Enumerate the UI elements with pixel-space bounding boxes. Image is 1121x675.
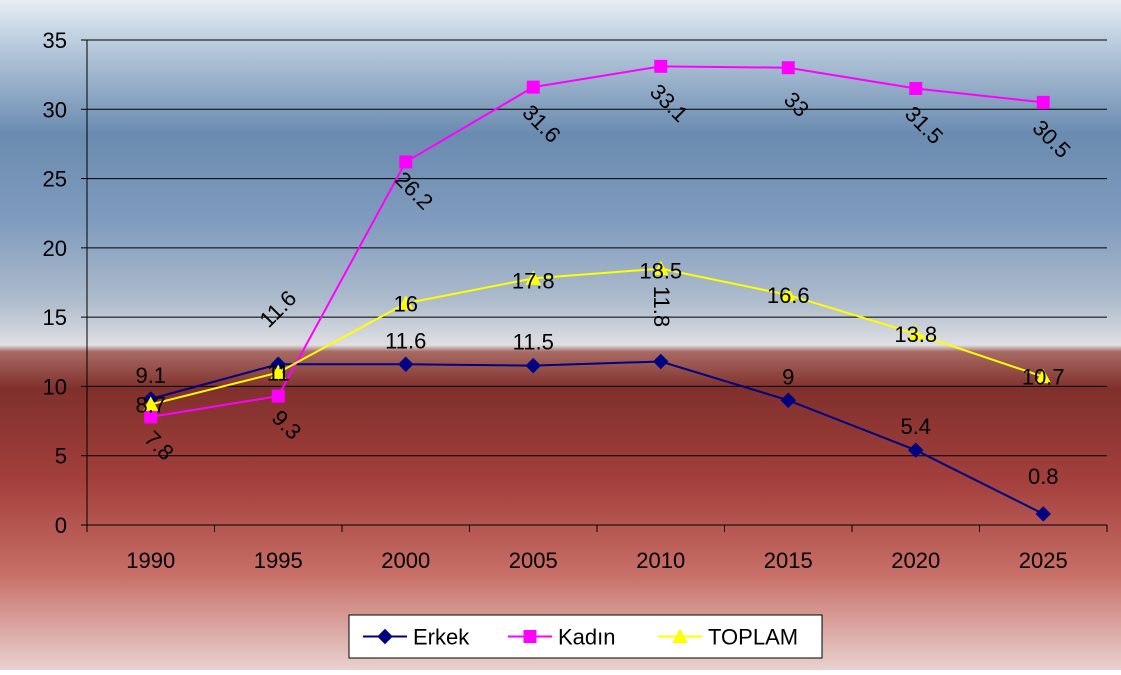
marker-triangle (672, 628, 688, 643)
marker-triangle (142, 396, 159, 411)
data-label-toplam: 10.7 (1022, 365, 1065, 390)
marker-diamond (1035, 506, 1051, 522)
marker-triangle (907, 325, 924, 341)
legend-box (348, 614, 823, 659)
series-line-erkek (150, 360, 1044, 515)
marker-square (399, 155, 413, 169)
data-label-erkek: 11.8 (649, 286, 674, 327)
data-label-erkek: 11.5 (513, 330, 554, 355)
marker-square (781, 61, 795, 75)
data-label-toplam: 16 (394, 291, 418, 316)
marker-diamond (525, 357, 541, 374)
data-label-erkek: 9 (782, 364, 794, 389)
marker-triangle (397, 295, 414, 310)
marker-square (526, 80, 540, 94)
x-tick-label: 2020 (891, 548, 940, 573)
x-tick-label: 1990 (126, 548, 175, 573)
marker-diamond (908, 442, 924, 458)
y-tick-label: 10 (43, 374, 67, 399)
marker-triangle (780, 286, 797, 302)
marker-triangle (652, 260, 669, 276)
marker-diamond (398, 356, 414, 372)
legend-label: Erkek (413, 625, 470, 650)
marker-square (1036, 95, 1050, 109)
gridlines (87, 39, 1107, 457)
marker-diamond (653, 353, 669, 370)
data-label-toplam: 17.8 (512, 268, 555, 293)
y-tick-label: 30 (43, 97, 67, 122)
marker-triangle (1035, 368, 1052, 384)
series-line-kadın (150, 65, 1044, 418)
x-tick-label: 2000 (381, 548, 430, 573)
y-tick-label: 25 (43, 167, 67, 192)
marker-triangle (525, 270, 542, 285)
data-label-toplam: 11 (267, 361, 290, 386)
data-label-erkek: 0.8 (1028, 464, 1059, 489)
x-tick-label: 2025 (1019, 548, 1068, 573)
data-label-erkek: 11.6 (385, 328, 426, 353)
marker-diamond (377, 628, 393, 645)
y-tick-label: 15 (43, 305, 67, 330)
marker-square (523, 630, 537, 643)
y-tick-label: 5 (55, 444, 67, 469)
y-tick-label: 35 (43, 28, 67, 53)
legend-label: Kadın (558, 625, 616, 650)
marker-square (909, 82, 923, 95)
series-lines (142, 59, 1052, 522)
data-label-toplam: 13.8 (894, 322, 937, 347)
x-tick-label: 2015 (764, 548, 813, 573)
marker-triangle (270, 364, 287, 380)
legend-label: TOPLAM (708, 625, 798, 650)
data-label-erkek: 9.1 (135, 363, 166, 388)
series-line-toplam (150, 267, 1044, 406)
marker-square (271, 389, 285, 403)
data-label-toplam: 8.7 (135, 392, 166, 417)
x-tick-label: 2005 (509, 548, 558, 573)
x-tick-label: 2010 (636, 548, 685, 573)
legend: Erkek Kadın TOPLAM (348, 614, 823, 659)
y-tick-label: 0 (55, 513, 67, 538)
y-tick-label: 20 (43, 236, 67, 261)
marker-diamond (780, 392, 796, 408)
data-label-erkek: 5.4 (900, 414, 931, 439)
marker-square (654, 59, 668, 73)
data-label-toplam: 16.6 (767, 283, 810, 308)
data-label-toplam: 18.5 (639, 259, 682, 284)
x-tick-label: 1995 (254, 548, 303, 573)
